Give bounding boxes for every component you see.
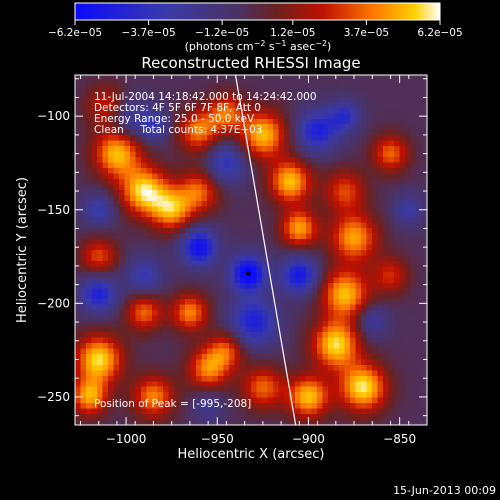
x-axis-ticks: −1000 −950 −900 −850 <box>79 75 428 446</box>
annotation-method: Clean Total counts: 4.37E+03 <box>94 124 263 136</box>
colorbar <box>74 2 441 21</box>
annotation-detectors: Detectors: 4F 5F 6F 7F 8F, Att 0 <box>94 102 261 114</box>
y-axis-label: Heliocentric Y (arcsec) <box>15 177 30 323</box>
annotation-energy: Energy Range: 25.0 - 50.0 keV <box>94 113 255 125</box>
colorbar-tick-label: −6.2e−05 <box>48 27 102 39</box>
x-tick-label: −900 <box>292 432 325 446</box>
peak-marker <box>246 271 251 276</box>
heatmap-image <box>75 75 427 425</box>
x-axis-label: Heliocentric X (arcsec) <box>178 447 325 462</box>
colorbar-ticks <box>74 20 441 25</box>
colorbar-tick-label: 6.2e−05 <box>417 27 462 39</box>
x-tick-label: −950 <box>201 432 234 446</box>
colorbar-tick-label: 1.2e−05 <box>270 27 315 39</box>
plot-frame <box>74 74 428 426</box>
y-tick-label: −200 <box>37 296 70 310</box>
colorbar-units: (photons cm−2 s−1 asec−2) <box>185 39 332 53</box>
y-tick-label: −250 <box>37 390 70 404</box>
solar-limb-line <box>234 75 297 425</box>
colorbar-tick-label: 3.7e−05 <box>344 27 389 39</box>
chart-title: Reconstructed RHESSI Image <box>141 54 360 72</box>
colorbar-tick-label: −1.2e−05 <box>195 27 249 39</box>
colorbar-tick-labels: −6.2e−05 −3.7e−05 −1.2e−05 1.2e−05 3.7e−05 6.… <box>48 27 463 39</box>
footer-timestamp: 15-Jun-2013 00:09 <box>393 484 496 497</box>
colorbar-tick-label: −3.7e−05 <box>122 27 176 39</box>
annotation-time: 11-Jul-2004 14:18:42.000 to 14:24:42.000 <box>94 91 317 103</box>
y-tick-label: −100 <box>37 109 70 123</box>
x-tick-label: −1000 <box>106 432 147 446</box>
x-tick-label: −850 <box>383 432 416 446</box>
y-tick-label: −150 <box>37 203 70 217</box>
annotation-peak-position: Position of Peak = [-995,-208] <box>94 398 251 410</box>
y-axis-ticks: −250 −200 −150 −100 <box>37 78 427 417</box>
